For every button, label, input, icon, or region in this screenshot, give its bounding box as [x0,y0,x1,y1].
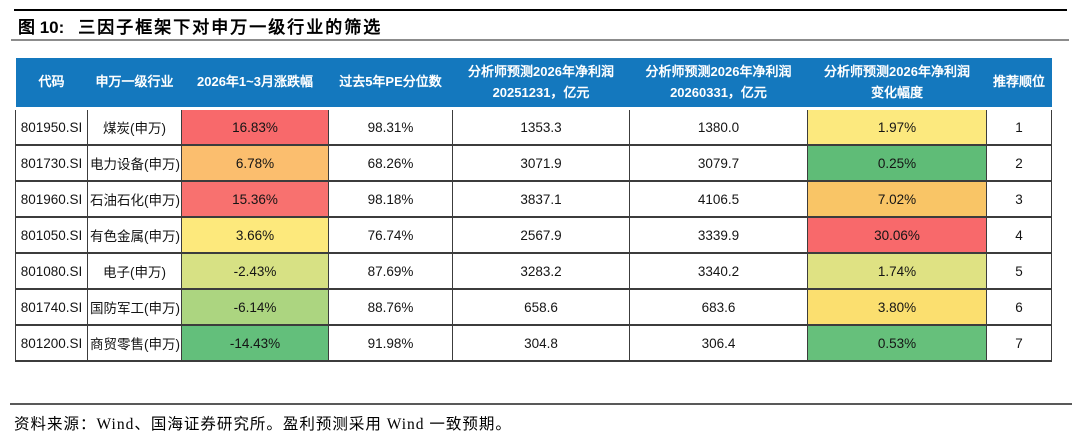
cell-rank: 7 [986,324,1052,362]
figure-title: 图 10: 三因子框架下对申万一级行业的筛选 [18,13,1058,38]
cell-code: 801050.SI [15,216,88,254]
table-row: 801950.SI 煤炭(申万) 16.83% 98.31% 1353.3 1380.0 1… [15,107,1052,146]
cell-industry: 石油石化(申万) [87,180,182,218]
cell-profit-20251231: 3283.2 [452,252,630,290]
cell-rank: 4 [986,216,1052,254]
cell-profit-20260331: 683.6 [629,288,808,326]
cell-profit-20251231: 1353.3 [452,107,630,146]
source-note: 资料来源：Wind、国海证券研究所。盈利预测采用 Wind 一致预期。 [14,416,512,433]
cell-profit-20260331: 306.4 [629,324,808,362]
cell-pe-percentile: 88.76% [328,288,453,326]
header-profit-20260331: 分析师预测2026年净利润 20260331，亿元 [629,58,808,110]
table-row: 801740.SI 国防军工(申万) -6.14% 88.76% 658.6 683.6 3… [15,288,1052,326]
cell-profit-20251231: 3837.1 [452,180,630,218]
cell-change: -2.43% [181,252,329,290]
header-pe-percentile: 过去5年PE分位数 [328,58,453,110]
cell-profit-20260331: 3079.7 [629,144,808,182]
cell-pe-percentile: 91.98% [328,324,453,362]
cell-profit-delta: 0.53% [807,324,987,362]
cell-change: -6.14% [181,288,329,326]
title-divider [11,39,1069,41]
top-rule [14,9,1067,11]
cell-pe-percentile: 68.26% [328,144,453,182]
cell-profit-delta: 3.80% [807,288,987,326]
cell-profit-20251231: 658.6 [452,288,630,326]
table-row: 801050.SI 有色金属(申万) 3.66% 76.74% 2567.9 3339.9… [15,216,1052,254]
cell-industry: 有色金属(申万) [87,216,182,254]
cell-code: 801950.SI [15,107,88,146]
footer-divider [10,403,1072,405]
table-row: 801730.SI 电力设备(申万) 6.78% 68.26% 3071.9 3079.7… [15,144,1052,182]
cell-profit-20260331: 4106.5 [629,180,808,218]
header-change: 2026年1~3月涨跌幅 [181,58,329,110]
cell-rank: 1 [986,107,1052,146]
cell-pe-percentile: 87.69% [328,252,453,290]
cell-change: 15.36% [181,180,329,218]
industry-screening-table: 代码 申万一级行业 2026年1~3月涨跌幅 过去5年PE分位数 分析师预测20… [15,58,1052,362]
cell-profit-20251231: 304.8 [452,324,630,362]
cell-change: -14.43% [181,324,329,362]
cell-change: 16.83% [181,107,329,146]
header-row: 代码 申万一级行业 2026年1~3月涨跌幅 过去5年PE分位数 分析师预测20… [15,58,1052,110]
cell-profit-20260331: 3339.9 [629,216,808,254]
cell-code: 801740.SI [15,288,88,326]
cell-profit-delta: 7.02% [807,180,987,218]
cell-profit-delta: 30.06% [807,216,987,254]
table-row: 801960.SI 石油石化(申万) 15.36% 98.18% 3837.1 4106.… [15,180,1052,218]
cell-profit-delta: 0.25% [807,144,987,182]
cell-profit-20260331: 1380.0 [629,107,808,146]
table-row: 801080.SI 电子(申万) -2.43% 87.69% 3283.2 3340.2 1… [15,252,1052,290]
cell-profit-20251231: 2567.9 [452,216,630,254]
header-profit-delta: 分析师预测2026年净利润 变化幅度 [807,58,987,110]
cell-industry: 商贸零售(申万) [87,324,182,362]
header-industry: 申万一级行业 [87,58,182,110]
header-rank: 推荐顺位 [986,58,1052,110]
table-row: 801200.SI 商贸零售(申万) -14.43% 91.98% 304.8 306.4… [15,324,1052,362]
header-profit-20251231: 分析师预测2026年净利润 20251231，亿元 [452,58,630,110]
cell-change: 3.66% [181,216,329,254]
cell-industry: 电子(申万) [87,252,182,290]
cell-industry: 煤炭(申万) [87,107,182,146]
cell-industry: 国防军工(申万) [87,288,182,326]
cell-profit-20260331: 3340.2 [629,252,808,290]
cell-pe-percentile: 76.74% [328,216,453,254]
table-body: 801950.SI 煤炭(申万) 16.83% 98.31% 1353.3 1380.0 1… [15,107,1052,362]
cell-rank: 6 [986,288,1052,326]
cell-code: 801730.SI [15,144,88,182]
cell-profit-delta: 1.97% [807,107,987,146]
cell-rank: 3 [986,180,1052,218]
table-header: 代码 申万一级行业 2026年1~3月涨跌幅 过去5年PE分位数 分析师预测20… [15,58,1052,110]
cell-code: 801080.SI [15,252,88,290]
figure-title-text: 三因子框架下对申万一级行业的筛选 [78,18,383,37]
cell-code: 801960.SI [15,180,88,218]
cell-profit-20251231: 3071.9 [452,144,630,182]
cell-industry: 电力设备(申万) [87,144,182,182]
figure-label: 图 10: [18,18,65,37]
header-code: 代码 [15,58,88,110]
cell-rank: 2 [986,144,1052,182]
cell-rank: 5 [986,252,1052,290]
cell-pe-percentile: 98.31% [328,107,453,146]
cell-change: 6.78% [181,144,329,182]
cell-pe-percentile: 98.18% [328,180,453,218]
cell-code: 801200.SI [15,324,88,362]
cell-profit-delta: 1.74% [807,252,987,290]
